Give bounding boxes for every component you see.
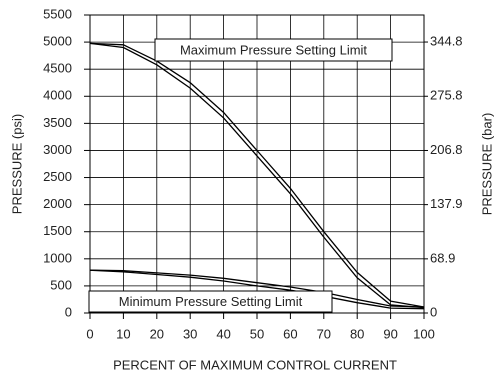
x-tick-label: 10 [116, 326, 130, 341]
y2-tick-label: 137.9 [430, 196, 463, 211]
annotation-box [88, 290, 333, 313]
line [89, 42, 425, 308]
y-tick-label: 1000 [43, 250, 72, 265]
y-tick-label: 2500 [43, 169, 72, 184]
y-tick-label: 5000 [43, 34, 72, 49]
x-tick-label: 30 [183, 326, 197, 341]
line [89, 269, 425, 308]
x-axis-label: PERCENT OF MAXIMUM CONTROL CURRENT [113, 357, 397, 372]
x-tick-label: 50 [250, 326, 264, 341]
y-tick-label: 0 [65, 304, 72, 319]
y2-tick-label: 68.9 [430, 250, 455, 265]
x-tick-label: 70 [317, 326, 331, 341]
y-tick-label: 1500 [43, 223, 72, 238]
line [89, 269, 425, 310]
x-tick-label: 20 [150, 326, 164, 341]
plot-frame [89, 14, 425, 314]
x-tick-label: 90 [383, 326, 397, 341]
annotation: Maximum Pressure Setting Limit [180, 42, 367, 57]
x-tick-label: 100 [413, 326, 435, 341]
y-tick-label: 5500 [43, 6, 72, 21]
y2-tick-label: 206.8 [430, 142, 463, 157]
x-tick-label: 0 [86, 326, 93, 341]
y-axis-label: PRESSURE (psi) [9, 114, 24, 214]
annotation: Minimum Pressure Setting Limit [119, 294, 303, 309]
y-tick-label: 4500 [43, 61, 72, 76]
x-tick-label: 60 [283, 326, 297, 341]
y2-tick-label: 275.8 [430, 88, 463, 103]
x-tick-label: 80 [350, 326, 364, 341]
y2-axis-label: PRESSURE (bar) [479, 113, 494, 216]
x-tick-label: 40 [216, 326, 230, 341]
y-tick-label: 4000 [43, 88, 72, 103]
y-tick-label: 3000 [43, 142, 72, 157]
line [89, 42, 425, 309]
y-tick-label: 3500 [43, 115, 72, 130]
y2-tick-label: 0 [430, 304, 437, 319]
y-tick-label: 500 [50, 277, 72, 292]
y2-tick-label: 344.8 [430, 33, 463, 48]
annotation-box [154, 38, 393, 62]
y-tick-label: 2000 [43, 196, 72, 211]
